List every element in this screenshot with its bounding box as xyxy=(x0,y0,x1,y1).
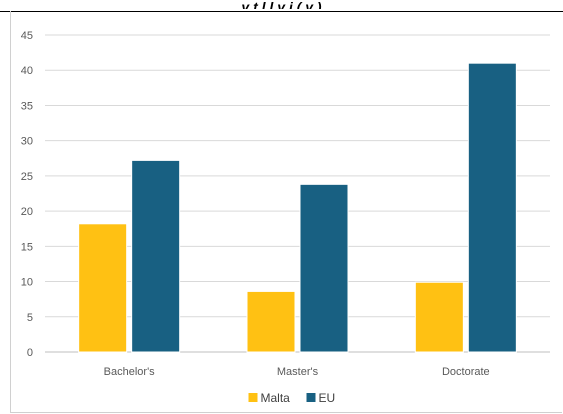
x-tick-label: Bachelor's xyxy=(104,366,156,378)
y-tick-label: 40 xyxy=(21,65,33,77)
x-axis-ticks: Bachelor's Master's Doctorate xyxy=(104,366,490,378)
top-rule xyxy=(0,11,563,12)
y-tick-label: 5 xyxy=(27,312,33,324)
cropped-title-text: y t l l y j ( y ) xyxy=(241,0,322,9)
legend: Malta EU xyxy=(248,391,336,405)
y-tick-label: 30 xyxy=(21,136,33,148)
y-tick-label: 20 xyxy=(21,206,33,218)
chart-border xyxy=(10,11,562,413)
y-tick-label: 35 xyxy=(21,100,33,112)
bar-eu-0 xyxy=(131,159,181,353)
bar-malta-1 xyxy=(246,290,296,353)
y-tick-label: 0 xyxy=(27,347,33,359)
bar-malta-0 xyxy=(78,223,128,353)
y-tick-label: 10 xyxy=(21,277,33,289)
bar-eu-1 xyxy=(299,183,349,353)
x-tick-label: Master's xyxy=(277,366,319,378)
legend-swatch-malta xyxy=(248,393,258,402)
legend-label-eu: EU xyxy=(319,391,336,405)
bar-eu-2 xyxy=(467,62,517,353)
y-tick-label: 45 xyxy=(21,30,33,42)
y-tick-label: 15 xyxy=(21,241,33,253)
grid-lines xyxy=(45,34,550,353)
y-tick-label: 25 xyxy=(21,171,33,183)
legend-swatch-eu xyxy=(306,393,316,402)
cropped-title: y t l l y j ( y ) xyxy=(0,0,563,9)
x-tick-label: Doctorate xyxy=(442,366,490,378)
legend-label-malta: Malta xyxy=(261,391,291,405)
bar-malta-2 xyxy=(414,281,464,353)
y-axis-ticks: 0 5 10 15 20 25 30 35 40 45 xyxy=(21,30,33,359)
bars xyxy=(78,62,517,353)
